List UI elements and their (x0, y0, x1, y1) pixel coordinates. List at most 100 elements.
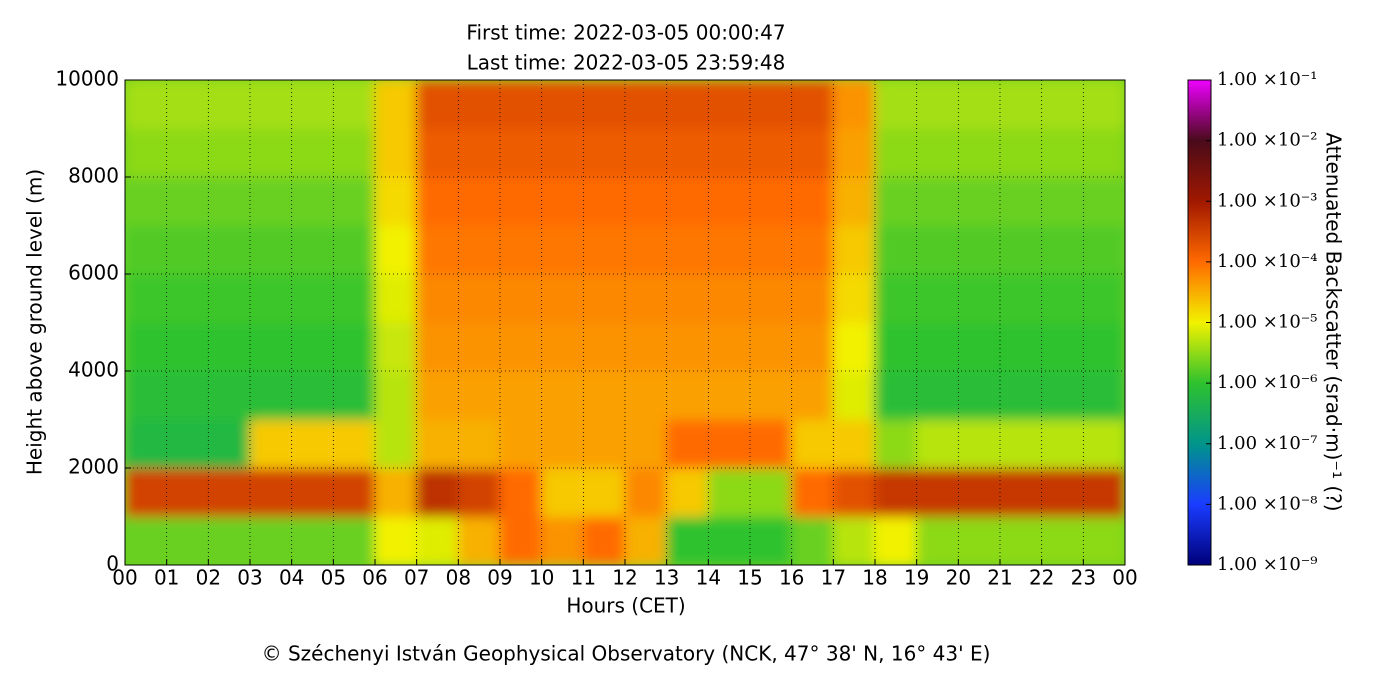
heatmap-cell (332, 467, 376, 517)
heatmap-cell (499, 273, 543, 323)
colorbar-tick-label: 1.00 ×10⁻⁴ (1217, 251, 1318, 272)
heatmap-cell (791, 370, 834, 420)
heatmap-cell (874, 273, 918, 323)
heatmap-cell (916, 322, 959, 372)
heatmap-cell (332, 128, 376, 178)
heatmap-cell (374, 273, 418, 323)
heatmap-cell (707, 516, 751, 565)
heatmap-cell (416, 273, 459, 323)
colorbar-tick-label: 1.00 ×10⁻⁷ (1217, 433, 1318, 454)
heatmap-cell (957, 80, 1001, 129)
heatmap-cell (624, 273, 668, 323)
x-tick-label: 20 (946, 566, 971, 590)
heatmap-cell (749, 128, 793, 178)
heatmap-cell (1082, 225, 1125, 275)
heatmap-cell (457, 80, 501, 129)
heatmap-cell (916, 370, 959, 420)
heatmap-cell (332, 273, 376, 323)
heatmap-cell (999, 322, 1043, 372)
heatmap-cell (207, 467, 251, 517)
heatmap-cell (999, 273, 1043, 323)
colorbar-tick-label: 1.00 ×10⁻⁹ (1217, 554, 1318, 575)
heatmap-cell (582, 322, 626, 372)
heatmap-cell (1082, 176, 1125, 226)
y-tick-label: 2000 (68, 455, 119, 479)
heatmap-cell (249, 370, 293, 420)
colorbar-tick-label: 1.00 ×10⁻³ (1217, 190, 1318, 211)
heatmap-cell (624, 516, 668, 565)
heatmap-cell (1082, 467, 1125, 517)
heatmap-cell (999, 225, 1043, 275)
heatmap-cell (1041, 176, 1084, 226)
x-tick-label: 23 (1071, 566, 1096, 590)
heatmap-cell (624, 80, 668, 129)
heatmap-cell (749, 419, 793, 469)
heatmap-cell (874, 467, 918, 517)
heatmap-cell (1082, 128, 1125, 178)
heatmap-cell (416, 370, 459, 420)
heatmap-cell (166, 80, 209, 129)
heatmap-cell (125, 370, 168, 420)
heatmap-cell (457, 419, 501, 469)
heatmap-cell (166, 128, 209, 178)
heatmap-cell (582, 273, 626, 323)
heatmap-cell (999, 419, 1043, 469)
heatmap-cell (249, 80, 293, 129)
heatmap-cell (332, 370, 376, 420)
heatmap-cell (374, 516, 418, 565)
heatmap-cell (707, 128, 751, 178)
heatmap-cell (666, 273, 709, 323)
heatmap-cell (416, 516, 459, 565)
heatmap-cell (916, 128, 959, 178)
heatmap-cell (832, 516, 876, 565)
heatmap-cell (624, 225, 668, 275)
heatmap-cell (374, 128, 418, 178)
heatmap-cell (541, 225, 584, 275)
x-tick-label: 12 (612, 566, 637, 590)
heatmap-cell (999, 128, 1043, 178)
heatmap-cell (457, 467, 501, 517)
heatmap-cell (249, 419, 293, 469)
heatmap-cell (541, 128, 584, 178)
heatmap-cell (874, 128, 918, 178)
x-tick-label: 17 (821, 566, 846, 590)
heatmap-cell (916, 176, 959, 226)
y-tick-label: 6000 (68, 261, 119, 285)
heatmap-cell (666, 370, 709, 420)
heatmap-cell (707, 176, 751, 226)
heatmap-cell (749, 225, 793, 275)
heatmap-cell (457, 322, 501, 372)
heatmap-cell (416, 225, 459, 275)
heatmap-cell (666, 225, 709, 275)
heatmap-cell (749, 322, 793, 372)
heatmap-cell (707, 419, 751, 469)
colorbar-tick-label: 1.00 ×10⁻¹ (1217, 69, 1318, 90)
heatmap-cell (1041, 467, 1084, 517)
heatmap-cell (125, 80, 168, 129)
heatmap-cell (624, 322, 668, 372)
x-tick-label: 09 (487, 566, 512, 590)
heatmap-cell (125, 467, 168, 517)
heatmap-cell (541, 80, 584, 129)
heatmap-cell (291, 467, 334, 517)
heatmap-cell (332, 322, 376, 372)
heatmap-cell (249, 225, 293, 275)
heatmap-cell (125, 322, 168, 372)
heatmap-cell (416, 128, 459, 178)
heatmap-cell (457, 273, 501, 323)
heatmap-cell (957, 322, 1001, 372)
heatmap-cell (332, 225, 376, 275)
heatmap-cell (207, 225, 251, 275)
heatmap-cell (874, 225, 918, 275)
heatmap-cell (374, 176, 418, 226)
heatmap-cell (791, 273, 834, 323)
heatmap-cell (1041, 273, 1084, 323)
heatmap-cell (791, 128, 834, 178)
heatmap-cell (749, 273, 793, 323)
heatmap-cell (832, 273, 876, 323)
heatmap-cell (541, 176, 584, 226)
heatmap-cell (916, 467, 959, 517)
heatmap-cell (666, 176, 709, 226)
heatmap-cell (374, 419, 418, 469)
heatmap-cell (832, 370, 876, 420)
